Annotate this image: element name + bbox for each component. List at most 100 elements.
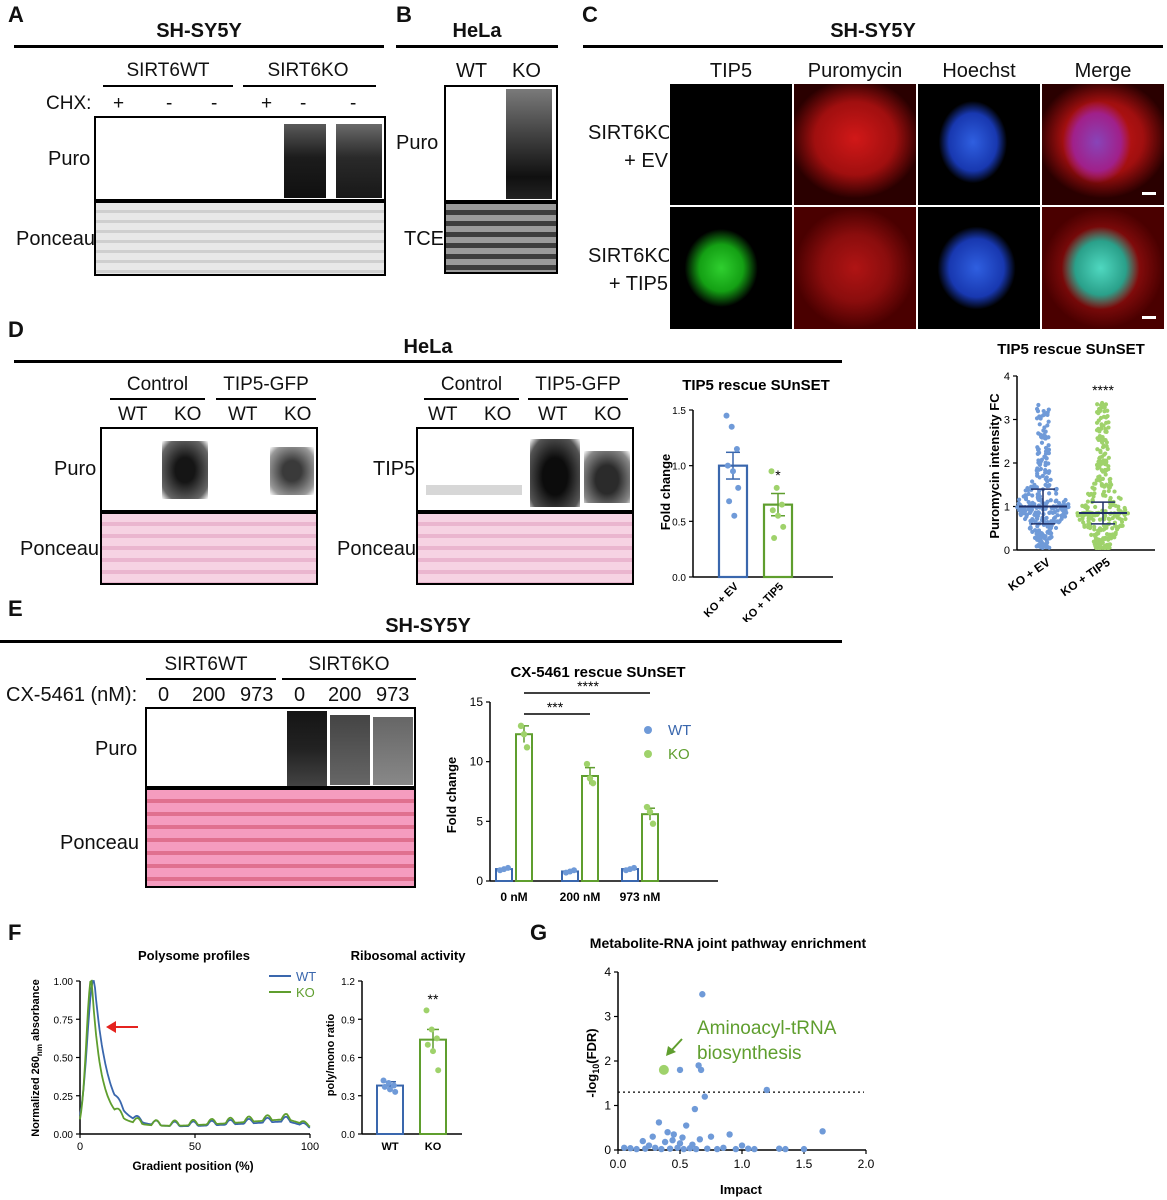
data-point [424, 1041, 431, 1048]
chart-xlabel: Gradient position (%) [132, 1159, 253, 1173]
y-tick-label: 1.2 [341, 977, 355, 988]
data-point [1036, 510, 1041, 515]
data-point [631, 864, 637, 871]
x-tick-label: KO + EV [1006, 555, 1053, 594]
data-point [1055, 513, 1060, 518]
data-point [1112, 513, 1117, 518]
data-point [1092, 524, 1097, 529]
data-point [1094, 428, 1100, 433]
panel-c-col-tip5: TIP5 [709, 60, 753, 82]
x-tick-label: 2.0 [858, 1157, 875, 1171]
panel-d-group-line [110, 398, 205, 400]
panel-e-dose: 200 [328, 684, 362, 706]
data-point [723, 412, 730, 419]
data-point [1119, 519, 1125, 524]
legend-ko-label: KO [668, 746, 690, 763]
data-point [1103, 472, 1108, 477]
data-point [1099, 468, 1104, 473]
data-point [738, 1142, 746, 1149]
data-point [1060, 513, 1065, 518]
data-point [731, 512, 738, 519]
panel-c-header-line [583, 45, 1163, 48]
panel-e-group-wt: SIRT6WT [164, 654, 248, 675]
y-tick-label: 0.5 [672, 517, 686, 528]
data-point [1016, 497, 1022, 502]
panel-d-puro-blot [100, 427, 318, 512]
data-point [423, 1007, 430, 1014]
data-point [1103, 429, 1108, 434]
significance: **** [1092, 382, 1114, 398]
data-point [1024, 514, 1029, 519]
panel-label-a: A [8, 2, 24, 27]
data-point [1102, 405, 1107, 410]
data-point [1101, 537, 1106, 542]
data-point [1053, 499, 1058, 504]
data-point [733, 445, 740, 452]
data-point [676, 1066, 684, 1074]
data-point [385, 1080, 392, 1086]
significance: ** [428, 991, 439, 1007]
y-tick-label: 4 [604, 965, 611, 979]
panel-e-puro-blot [145, 707, 416, 788]
ylabel-sub: nm [35, 1044, 44, 1056]
data-point [697, 1066, 705, 1074]
data-point [1035, 451, 1040, 456]
data-point [1043, 482, 1048, 488]
chart-plot-area: 0.00 0.25 0.50 0.75 1.00 0 50 100 [54, 977, 320, 1153]
y-tick-label: 0.75 [54, 1015, 74, 1026]
panel-d-row-ponceau: Ponceau [20, 538, 99, 560]
data-point [768, 468, 775, 475]
panel-c-row2-line2: + TIP5 [608, 273, 668, 295]
red-arrow-head [106, 1021, 116, 1033]
panel-b-row-puro: Puro [396, 132, 439, 154]
panel-c-row2-line1: SIRT6KO [588, 245, 674, 267]
data-point [726, 1131, 733, 1138]
panel-d-group-line [216, 398, 316, 400]
x-tick-label: 0 [77, 1141, 83, 1153]
x-tick-label: 0.0 [610, 1157, 627, 1171]
data-point [1047, 491, 1052, 496]
x-tick-label: 1.0 [734, 1157, 751, 1171]
data-point [1093, 504, 1098, 510]
x-tick-label: WT [381, 1141, 398, 1153]
y-tick-label: 1.5 [672, 406, 686, 417]
panel-d-lane: WT [228, 404, 258, 425]
data-point [1123, 516, 1128, 522]
data-point [1112, 535, 1117, 540]
panel-d-tip5-blot [416, 427, 634, 512]
data-point [1029, 484, 1034, 489]
panel-e-dose: 200 [192, 684, 226, 706]
data-point [1103, 469, 1108, 474]
data-point [643, 803, 651, 811]
chart-plot-area: 0 1 2 3 4 KO + EV KO + TIP5 **** [1004, 371, 1155, 599]
panel-a-chx-2: - [166, 93, 173, 114]
bar [419, 1038, 447, 1135]
data-point [696, 1136, 704, 1143]
y-tick-label: 15 [470, 695, 484, 709]
panel-d-header: HeLa [403, 336, 453, 358]
data-point [1109, 536, 1114, 541]
x-tick-label: 200 nM [560, 890, 601, 904]
chart-title: Metabolite-RNA joint pathway enrichment [590, 935, 867, 951]
x-tick-label: KO [425, 1141, 442, 1153]
line-wt [79, 980, 311, 1129]
panel-a-chx-3: - [211, 93, 218, 114]
panel-d-row-ponceau-2: Ponceau [337, 538, 416, 560]
data-point [505, 864, 511, 871]
panel-a-chx-4: + [261, 93, 273, 114]
data-point [435, 1067, 442, 1074]
data-point [1103, 437, 1108, 443]
panel-d-row-puro: Puro [54, 458, 97, 480]
x-tick-label: 0 nM [500, 890, 527, 904]
data-point [1052, 519, 1057, 525]
panel-c-row1-line2: + EV [624, 150, 668, 172]
data-point [1081, 520, 1086, 525]
data-point [664, 1129, 671, 1136]
chart-title: Polysome profiles [138, 948, 250, 963]
data-point [661, 1138, 669, 1146]
data-point [1096, 408, 1101, 414]
data-point [1097, 526, 1103, 531]
data-point [1026, 491, 1031, 497]
scale-bar [1142, 316, 1156, 319]
data-point [720, 1144, 727, 1151]
